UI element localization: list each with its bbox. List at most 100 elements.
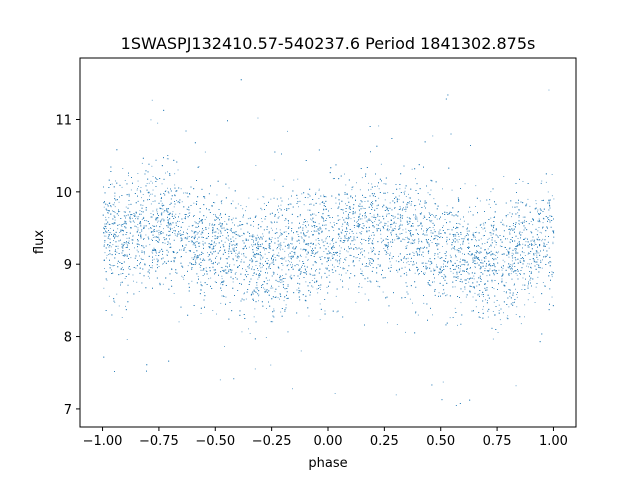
data-point [507, 266, 509, 268]
data-point [245, 210, 246, 212]
data-point [136, 226, 137, 228]
data-point [187, 236, 189, 238]
data-point [104, 252, 106, 254]
data-point [256, 284, 258, 286]
data-point [300, 350, 302, 352]
data-point [419, 251, 421, 253]
data-point [151, 99, 153, 101]
data-point [372, 201, 373, 202]
data-point [522, 277, 524, 279]
data-point [454, 249, 456, 251]
data-point [323, 208, 324, 210]
data-point [142, 259, 144, 260]
data-point [313, 213, 315, 215]
data-point [337, 233, 339, 235]
data-point [297, 231, 299, 233]
data-point [344, 173, 345, 175]
data-point [376, 228, 378, 229]
data-point [358, 260, 360, 262]
data-point [450, 270, 452, 272]
data-point [401, 209, 403, 211]
data-point [153, 230, 154, 232]
data-point [551, 195, 553, 197]
data-point [409, 298, 411, 300]
data-point [467, 272, 469, 274]
data-point [201, 232, 203, 233]
data-point [167, 214, 169, 215]
data-point [161, 204, 163, 206]
data-point [331, 226, 333, 228]
data-point [158, 266, 160, 267]
data-point [329, 243, 331, 245]
data-point [472, 296, 474, 298]
data-point [507, 214, 509, 216]
data-point [493, 254, 495, 256]
data-point [330, 259, 332, 261]
data-point [240, 228, 242, 230]
data-point [435, 266, 437, 268]
data-point [290, 264, 291, 266]
data-point [311, 280, 313, 281]
data-point [511, 264, 513, 266]
data-point [347, 238, 349, 239]
data-point [426, 228, 428, 230]
data-point [489, 263, 491, 265]
data-point [400, 208, 401, 210]
data-point [128, 240, 130, 242]
data-point [304, 268, 306, 270]
data-point [126, 243, 128, 245]
data-point [135, 267, 137, 269]
data-point [477, 257, 479, 259]
data-point [515, 288, 516, 290]
data-point [221, 290, 222, 291]
data-point [318, 188, 320, 190]
data-point [194, 215, 195, 216]
data-point [206, 216, 207, 218]
data-point [521, 289, 523, 290]
data-point [251, 292, 253, 294]
data-point [468, 263, 469, 265]
data-point [464, 183, 466, 185]
data-point [289, 261, 291, 263]
data-point [224, 346, 225, 347]
data-point [207, 252, 208, 254]
data-point [534, 302, 536, 303]
data-point [332, 227, 334, 228]
data-point [165, 190, 167, 192]
data-point [531, 263, 532, 265]
data-point [444, 292, 445, 294]
data-point [412, 251, 414, 253]
data-point [534, 252, 536, 254]
data-point [475, 206, 476, 207]
data-point [546, 244, 548, 245]
data-point [368, 230, 370, 231]
data-point [181, 238, 183, 240]
data-point [509, 264, 511, 266]
data-point [374, 216, 375, 218]
data-point [140, 187, 142, 188]
data-point [285, 226, 287, 227]
data-point [498, 269, 500, 271]
data-point [353, 261, 354, 263]
data-point [479, 200, 481, 202]
data-point [333, 246, 335, 248]
data-point [168, 192, 170, 194]
data-point [273, 179, 275, 181]
data-point [273, 308, 275, 310]
data-point [257, 224, 259, 226]
data-point [543, 242, 545, 244]
data-point [173, 215, 175, 217]
data-point [312, 286, 314, 288]
data-point [490, 224, 492, 226]
data-point [150, 180, 152, 182]
data-point [465, 296, 467, 298]
data-point [259, 265, 261, 267]
data-point [376, 205, 378, 207]
data-point [299, 260, 301, 262]
data-point [414, 239, 416, 241]
data-point [247, 218, 249, 220]
data-point [290, 274, 292, 276]
data-point [431, 263, 432, 265]
data-point [316, 280, 318, 282]
data-point [255, 165, 257, 166]
